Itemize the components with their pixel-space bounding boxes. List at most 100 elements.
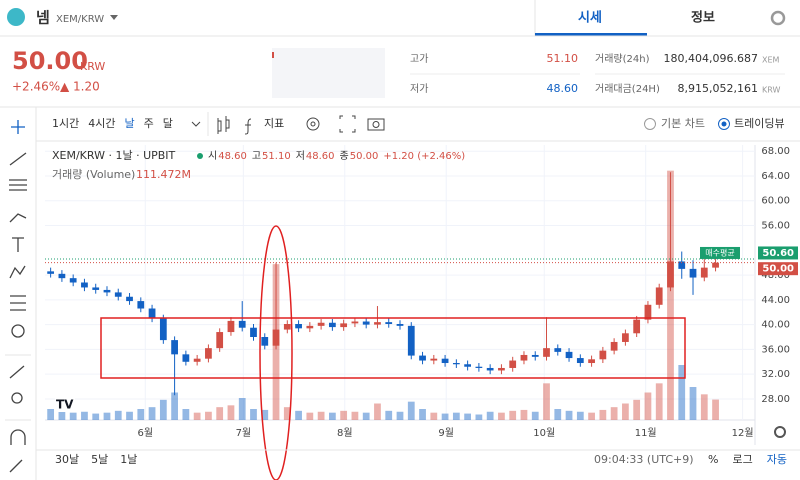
candle-body bbox=[69, 278, 77, 283]
chart-mode[interactable]: 기본 차트 bbox=[661, 117, 705, 130]
candle-body bbox=[441, 358, 449, 364]
volume-bar bbox=[667, 170, 674, 420]
price-label-box bbox=[758, 262, 798, 276]
candle-body bbox=[565, 351, 573, 359]
volume-bar bbox=[362, 412, 370, 420]
volume-bar bbox=[374, 403, 381, 420]
volume-bar bbox=[531, 411, 539, 420]
radio[interactable] bbox=[718, 118, 730, 130]
drawing-tools[interactable] bbox=[9, 120, 27, 473]
candle-body bbox=[227, 320, 235, 333]
indicator-button[interactable]: 지표 bbox=[264, 117, 284, 130]
volume-bar bbox=[261, 409, 269, 420]
volume-bar bbox=[464, 413, 471, 420]
y-tick-label: 44.00 bbox=[761, 295, 790, 306]
range-button[interactable]: 30날 bbox=[55, 453, 79, 466]
dropdown[interactable] bbox=[110, 15, 118, 20]
y-tick-label: 28.00 bbox=[761, 394, 790, 405]
candle-body bbox=[193, 358, 201, 362]
price-label: 50.00 bbox=[762, 264, 794, 275]
candle-body bbox=[47, 271, 55, 274]
volume-bar bbox=[486, 411, 494, 420]
x-tick-label: 8월 bbox=[337, 427, 353, 439]
candle-body bbox=[351, 321, 359, 324]
volume-bar bbox=[712, 399, 719, 420]
candle-body bbox=[498, 367, 505, 371]
volume-bar bbox=[610, 407, 618, 420]
candle-body bbox=[396, 323, 404, 326]
volume-bar bbox=[407, 401, 415, 420]
chart-mode[interactable]: 트레이딩뷰 bbox=[734, 117, 785, 130]
x-tick-label: 7월 bbox=[236, 427, 252, 439]
volume-bar bbox=[633, 399, 641, 420]
interval-dropdown[interactable] bbox=[191, 121, 201, 127]
toolbar-icons[interactable] bbox=[217, 115, 385, 135]
y-tick-label: 32.00 bbox=[761, 369, 790, 380]
avg-buy-label: 매수평균 bbox=[705, 247, 734, 257]
volume-bar bbox=[205, 411, 212, 420]
tab[interactable]: 시세 bbox=[578, 11, 602, 26]
volume-bar bbox=[475, 414, 483, 420]
ohlc-value: 51.10 bbox=[262, 151, 291, 162]
volume-bar bbox=[351, 411, 359, 420]
candle-body bbox=[103, 289, 111, 293]
axis-settings[interactable] bbox=[774, 426, 786, 438]
candle-body bbox=[283, 323, 291, 330]
radio[interactable] bbox=[644, 118, 656, 130]
interval[interactable]: 주 bbox=[144, 117, 154, 130]
candle-body bbox=[362, 321, 370, 325]
price: 50.00 bbox=[12, 47, 88, 75]
volume-bar bbox=[588, 412, 595, 420]
candle-body bbox=[385, 322, 393, 324]
ohlc-value: 50.00 bbox=[350, 151, 379, 162]
candle-body bbox=[295, 323, 302, 329]
candle-body bbox=[374, 322, 381, 325]
interval[interactable]: 날 bbox=[125, 117, 135, 130]
axis-option[interactable]: 로그 bbox=[732, 453, 752, 466]
mini-marker bbox=[272, 52, 274, 58]
stat-value: 51.10 bbox=[547, 52, 579, 65]
stat-value: 48.60 bbox=[547, 82, 579, 95]
candle-body bbox=[712, 262, 719, 268]
volume-bar bbox=[441, 413, 449, 420]
settings-icon[interactable] bbox=[770, 10, 786, 26]
y-tick-label: 64.00 bbox=[761, 171, 790, 182]
candle-body bbox=[655, 287, 663, 305]
candle-body bbox=[238, 320, 246, 328]
volume-bar bbox=[509, 410, 517, 420]
tab[interactable]: 정보 bbox=[691, 10, 715, 26]
volume-bar bbox=[678, 365, 686, 420]
volume-bar bbox=[250, 409, 257, 420]
axis-option[interactable]: % bbox=[708, 453, 718, 466]
volume-bar bbox=[554, 409, 562, 420]
candle-body bbox=[92, 287, 100, 290]
stat-label: 거래량(24h) bbox=[595, 53, 650, 65]
candle-body bbox=[171, 340, 178, 355]
interval[interactable]: 달 bbox=[163, 117, 173, 130]
range-button[interactable]: 5날 bbox=[91, 453, 108, 466]
candle-body bbox=[644, 304, 652, 320]
axis-option[interactable]: 자동 bbox=[767, 453, 787, 466]
candle-body bbox=[340, 323, 348, 328]
range-button[interactable]: 1날 bbox=[120, 453, 137, 466]
volume-label: 거래량 (Volume) bbox=[52, 168, 135, 181]
pair[interactable]: XEM/KRW bbox=[56, 14, 104, 25]
volume-bar bbox=[103, 412, 111, 420]
volume-bar bbox=[576, 411, 584, 420]
volume-bar bbox=[655, 383, 663, 420]
candle-body bbox=[475, 366, 483, 368]
interval[interactable]: 1시간 bbox=[52, 117, 79, 130]
ohlc-value: 48.60 bbox=[218, 151, 247, 162]
candle-body bbox=[114, 292, 122, 297]
x-tick-label: 6월 bbox=[138, 427, 154, 439]
candle-body bbox=[205, 348, 212, 359]
volume-bar bbox=[227, 405, 235, 420]
candle-body bbox=[58, 273, 66, 279]
volume-bar bbox=[622, 403, 629, 420]
volume-bar bbox=[159, 399, 167, 420]
interval[interactable]: 4시간 bbox=[88, 117, 115, 130]
volume-bar bbox=[498, 412, 505, 420]
legend-symbol: XEM/KRW · 1날 · UPBIT bbox=[52, 149, 176, 162]
candle-body bbox=[148, 308, 156, 319]
volume-bar bbox=[700, 394, 708, 420]
